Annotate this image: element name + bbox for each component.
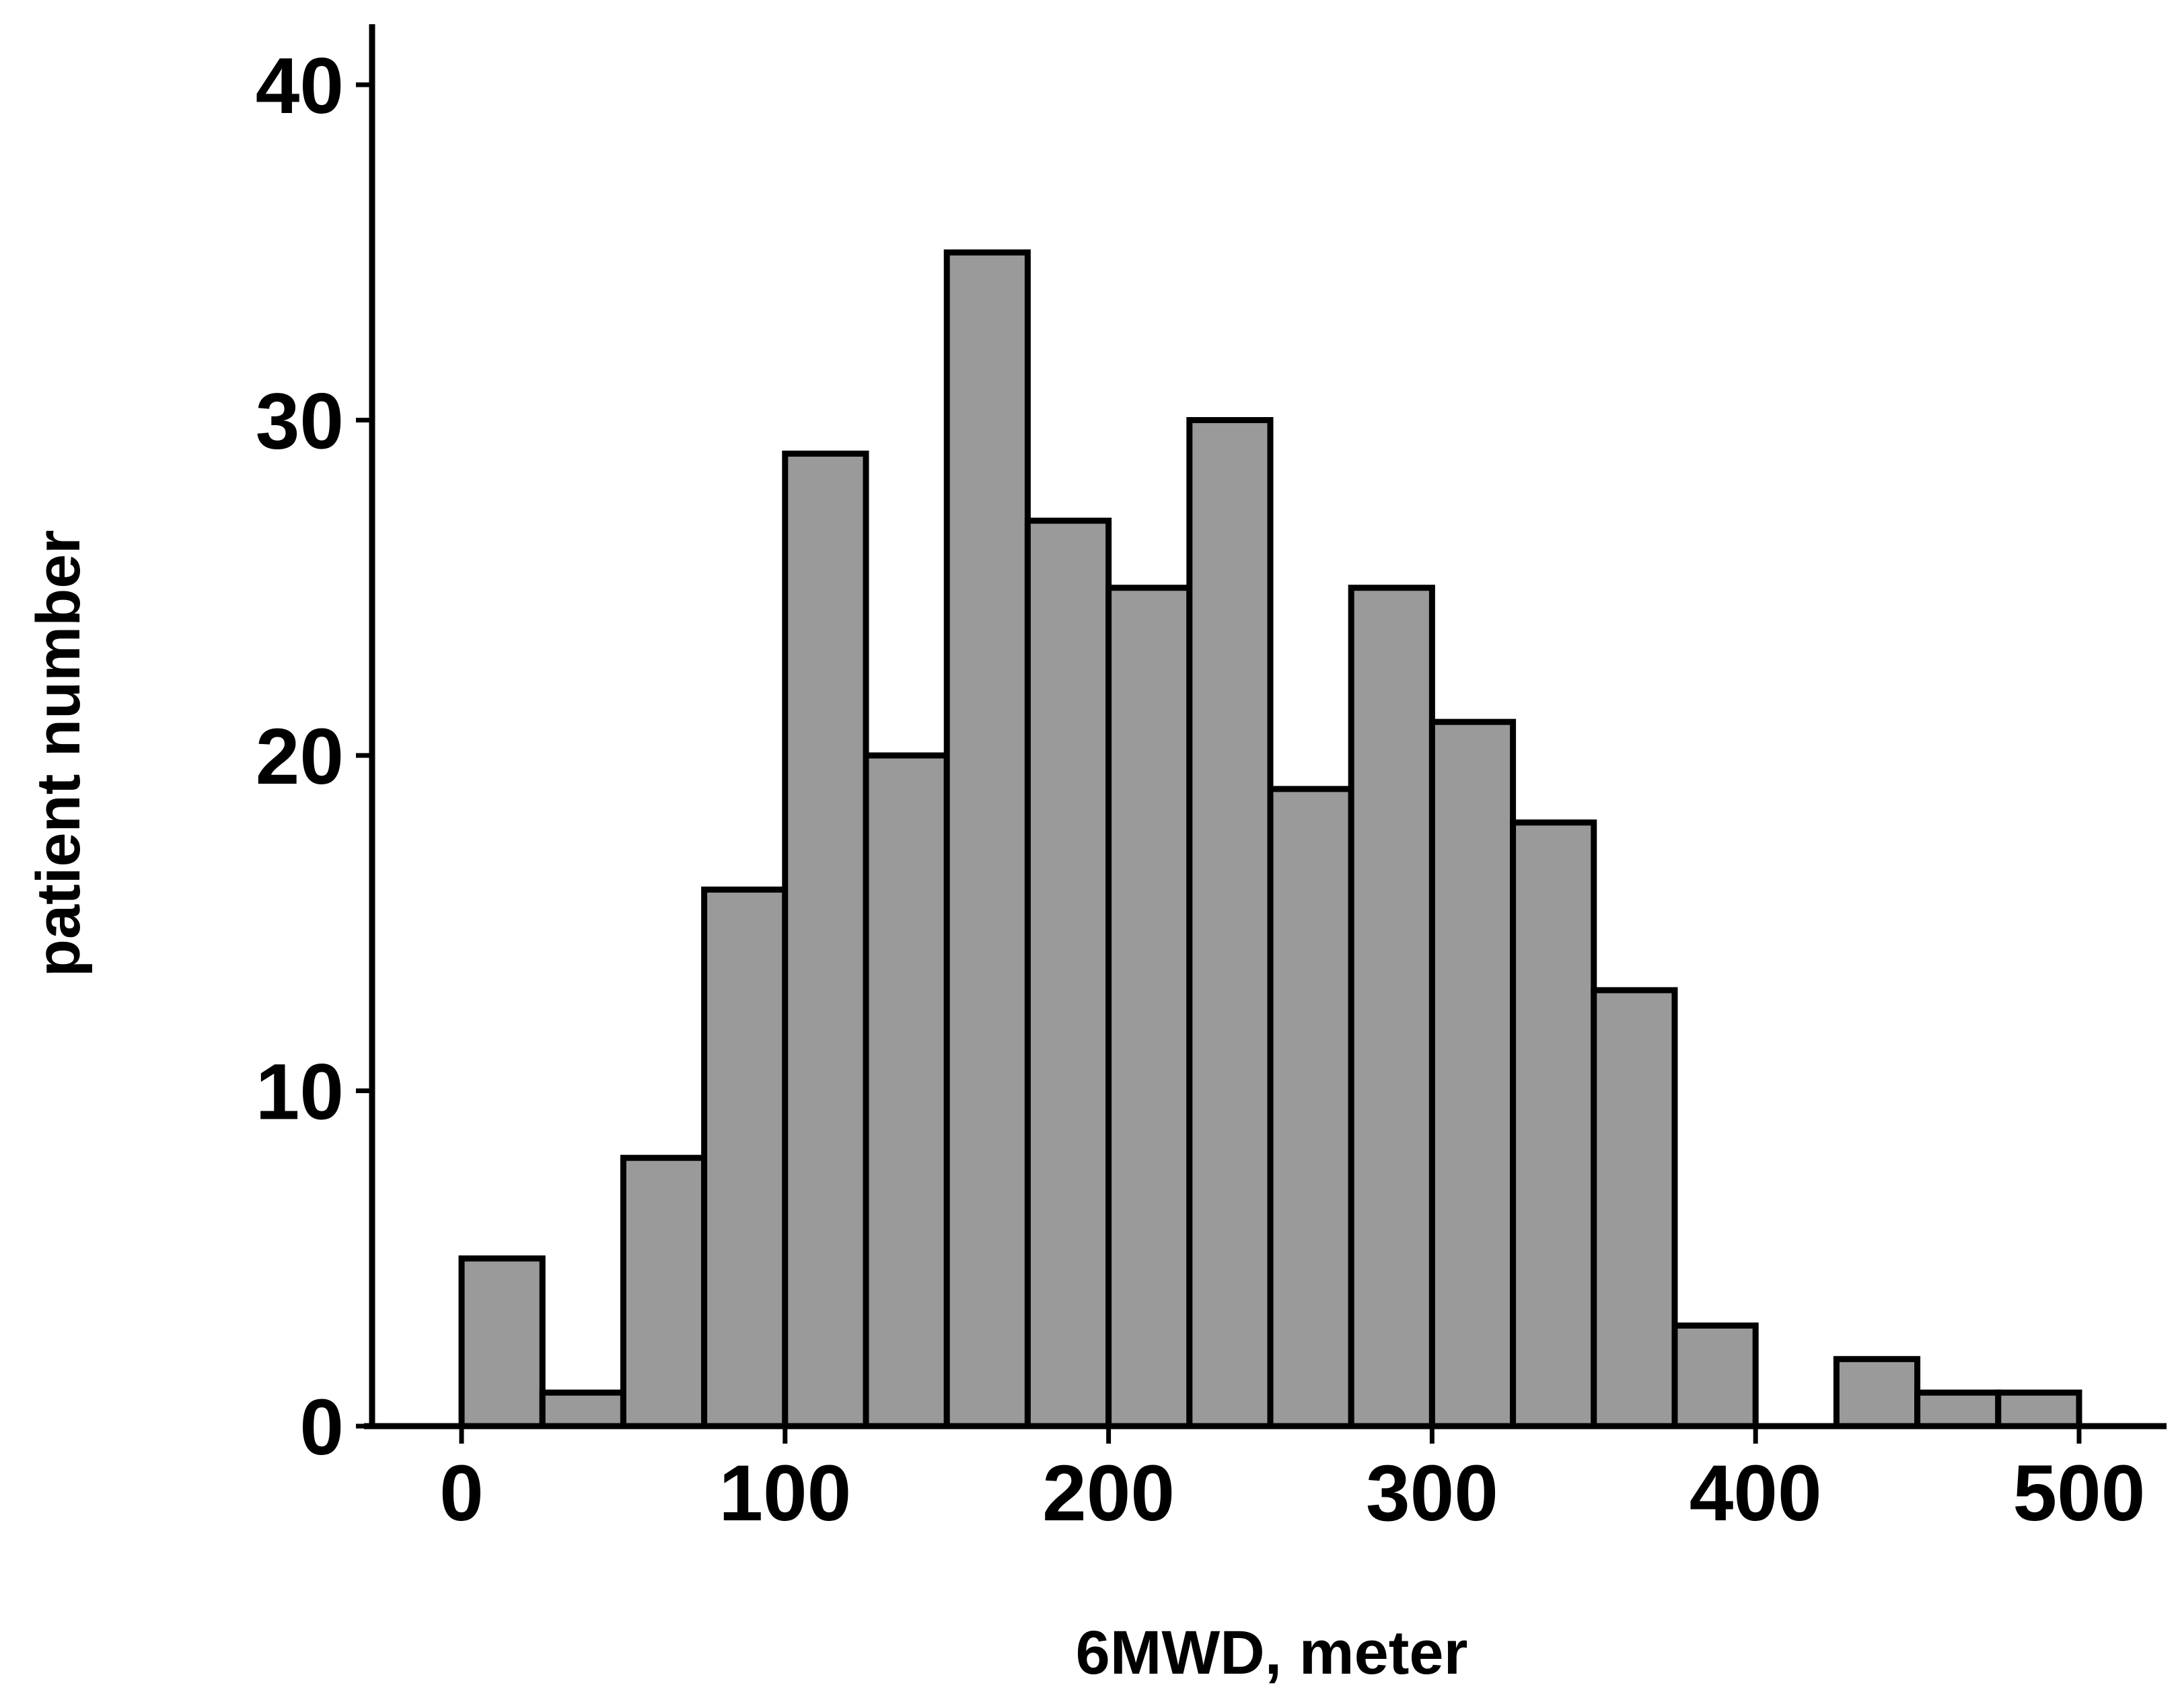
- histogram-bar: [1267, 786, 1354, 1429]
- axes-layer: [364, 24, 2167, 1429]
- y-tick-label: 30: [256, 377, 344, 466]
- histogram-bar: [1024, 517, 1112, 1429]
- histogram-bar: [1428, 718, 1517, 1429]
- x-tick-label: 200: [1042, 1449, 1175, 1538]
- histogram-bar: [1995, 1389, 2082, 1429]
- histogram-bar: [943, 249, 1031, 1429]
- x-tick-label: 300: [1366, 1449, 1498, 1538]
- histogram-bar: [539, 1389, 626, 1429]
- histogram-bar: [782, 450, 869, 1429]
- x-tick-label: 100: [719, 1449, 851, 1538]
- x-axis-title: 6MWD, meter: [1076, 1619, 1468, 1687]
- histogram-bar: [1671, 1322, 1759, 1429]
- y-tick-label: 10: [256, 1048, 344, 1137]
- y-axis-title: patient number: [24, 530, 93, 977]
- histogram-bar: [701, 886, 789, 1429]
- y-tick-label: 0: [299, 1383, 344, 1472]
- x-tick-label: 400: [1690, 1449, 1822, 1538]
- histogram-bar: [1510, 819, 1597, 1429]
- y-tick-label: 20: [256, 712, 344, 801]
- x-tick-label: 0: [439, 1449, 484, 1538]
- histogram-bar: [1105, 585, 1193, 1429]
- y-tick-label: 40: [256, 42, 344, 131]
- histogram-bar: [1914, 1389, 2002, 1429]
- histogram-bar: [458, 1255, 546, 1429]
- histogram-bar: [620, 1154, 708, 1429]
- bars-layer: [458, 249, 2082, 1429]
- histogram-bar: [1833, 1356, 1921, 1429]
- x-tick-label: 500: [2013, 1449, 2146, 1538]
- histogram-bar: [1186, 417, 1274, 1429]
- histogram-bar: [1591, 987, 1678, 1429]
- histogram-bar: [863, 752, 950, 1429]
- histogram-bar: [1348, 585, 1435, 1429]
